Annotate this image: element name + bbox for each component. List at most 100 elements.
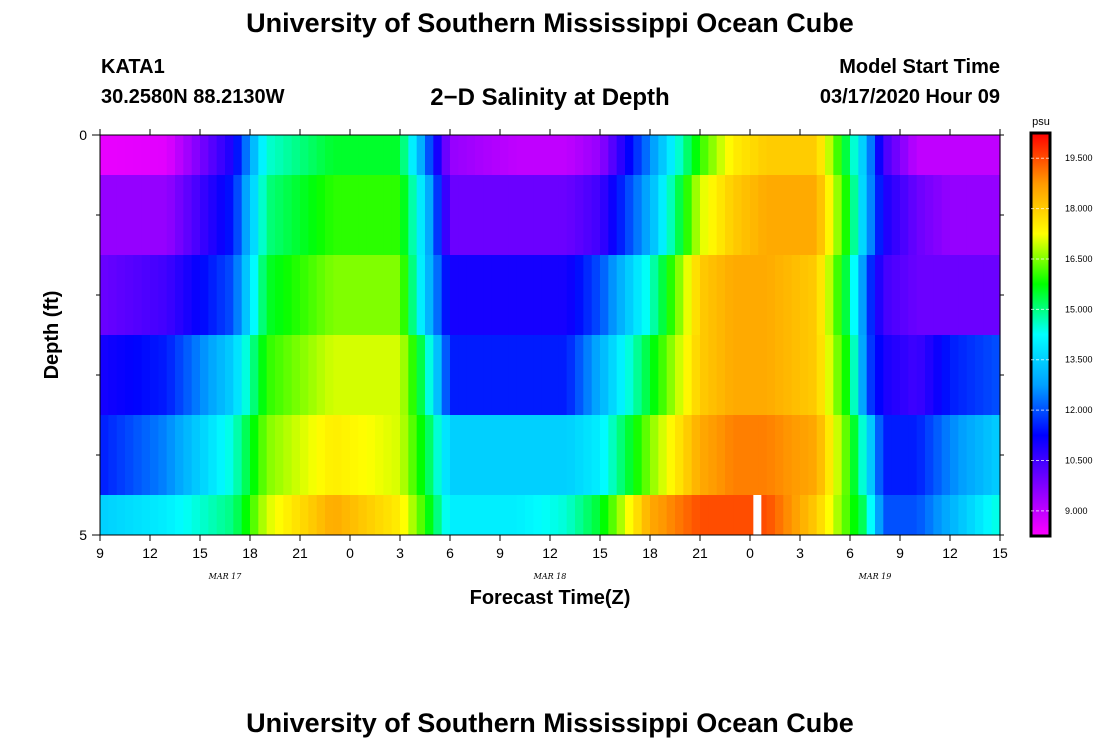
heatmap-cell	[475, 495, 484, 535]
heatmap-cell	[825, 255, 834, 335]
heatmap-cell	[500, 255, 509, 335]
heatmap-cell	[633, 495, 643, 535]
heatmap-cell	[241, 255, 251, 335]
heatmap-cell	[883, 495, 893, 535]
heatmap-cell	[558, 495, 568, 535]
heatmap-cell	[791, 135, 801, 175]
heatmap-cell	[425, 255, 434, 335]
heatmap-cell	[608, 255, 618, 335]
heatmap-cell	[350, 495, 359, 535]
heatmap-cell	[308, 335, 318, 415]
heatmap-cell	[750, 415, 759, 495]
heatmap-cell	[258, 335, 268, 415]
heatmap-cell	[283, 255, 293, 335]
heatmap-cell	[925, 335, 934, 415]
heatmap-cell	[933, 495, 943, 535]
x-tick-label: 3	[796, 545, 804, 561]
heatmap-cell	[750, 255, 759, 335]
heatmap-cell	[266, 255, 276, 335]
heatmap-cell	[725, 135, 734, 175]
heatmap-cell	[450, 175, 459, 255]
heatmap-cell	[866, 255, 876, 335]
heatmap-cell	[966, 175, 976, 255]
heatmap-cell	[825, 175, 834, 255]
x-tick-label: 6	[446, 545, 454, 561]
heatmap-cell	[316, 175, 326, 255]
heatmap-cell	[466, 135, 476, 175]
heatmap-cell	[758, 495, 768, 535]
heatmap-cell	[958, 415, 968, 495]
heatmap-cell	[558, 335, 568, 415]
heatmap-cell	[991, 415, 1001, 495]
heatmap-cell	[800, 175, 809, 255]
heatmap-cell	[241, 135, 251, 175]
heatmap-cell	[758, 415, 768, 495]
heatmap-cell	[191, 175, 201, 255]
heatmap-cell	[400, 415, 409, 495]
heatmap-cell	[125, 495, 134, 535]
heatmap-cell	[258, 415, 268, 495]
heatmap-cell	[525, 415, 534, 495]
heatmap-cell	[158, 175, 168, 255]
heatmap-cell	[325, 335, 334, 415]
heatmap-cell	[666, 415, 676, 495]
heatmap-cell	[866, 495, 876, 535]
heatmap-cell	[658, 135, 668, 175]
colorbar-tick-label: 18.000	[1065, 204, 1093, 214]
heatmap-cell	[300, 495, 309, 535]
heatmap-cell	[791, 335, 801, 415]
x-tick-label: 15	[592, 545, 608, 561]
heatmap-cell	[783, 255, 793, 335]
heatmap-cell	[758, 255, 768, 335]
heatmap-cell	[191, 415, 201, 495]
heatmap-cell	[816, 135, 826, 175]
heatmap-cell	[991, 335, 1001, 415]
heatmap-cell	[175, 255, 184, 335]
heatmap-cell	[208, 175, 218, 255]
heatmap-cell	[316, 415, 326, 495]
heatmap-cell	[766, 495, 776, 535]
heatmap-cell	[941, 175, 951, 255]
heatmap-cell	[525, 255, 534, 335]
heatmap-cell	[933, 135, 943, 175]
station-coordinates: 30.2580N 88.2130W	[101, 86, 285, 108]
heatmap-cell	[491, 495, 501, 535]
heatmap-cell	[991, 495, 1001, 535]
x-tick-label: 9	[896, 545, 904, 561]
x-date-label: MAR 19	[858, 572, 892, 581]
heatmap-cell	[416, 135, 426, 175]
heatmap-cell	[691, 495, 701, 535]
heatmap-cell	[158, 255, 168, 335]
heatmap-cell	[166, 175, 176, 255]
heatmap-cell	[883, 175, 893, 255]
heatmap-cell	[600, 495, 609, 535]
heatmap-cell	[858, 335, 868, 415]
heatmap-cell	[958, 135, 968, 175]
heatmap-cell	[233, 495, 243, 535]
heatmap-cell	[308, 495, 318, 535]
heatmap-cell	[141, 335, 151, 415]
heatmap-cell	[700, 415, 709, 495]
heatmap-cell	[800, 495, 809, 535]
heatmap-cell	[641, 255, 651, 335]
heatmap-cell	[733, 135, 743, 175]
heatmap-cell	[133, 335, 143, 415]
heatmap-cell	[900, 255, 909, 335]
heatmap-cell	[950, 135, 959, 175]
heatmap-cell	[300, 135, 309, 175]
heatmap-cell	[866, 335, 876, 415]
heatmap-cell	[425, 495, 434, 535]
heatmap-cell	[791, 415, 801, 495]
heatmap-cell	[541, 135, 551, 175]
heatmap-cell	[425, 175, 434, 255]
heatmap-cell	[325, 175, 334, 255]
heatmap-cell	[758, 135, 768, 175]
heatmap-cell	[783, 135, 793, 175]
heatmap-cell	[275, 415, 284, 495]
heatmap-cell	[133, 175, 143, 255]
heatmap-cell	[975, 415, 984, 495]
heatmap-cell	[625, 335, 634, 415]
heatmap-cell	[191, 135, 201, 175]
heatmap-cell	[616, 135, 626, 175]
heatmap-cell	[850, 175, 859, 255]
